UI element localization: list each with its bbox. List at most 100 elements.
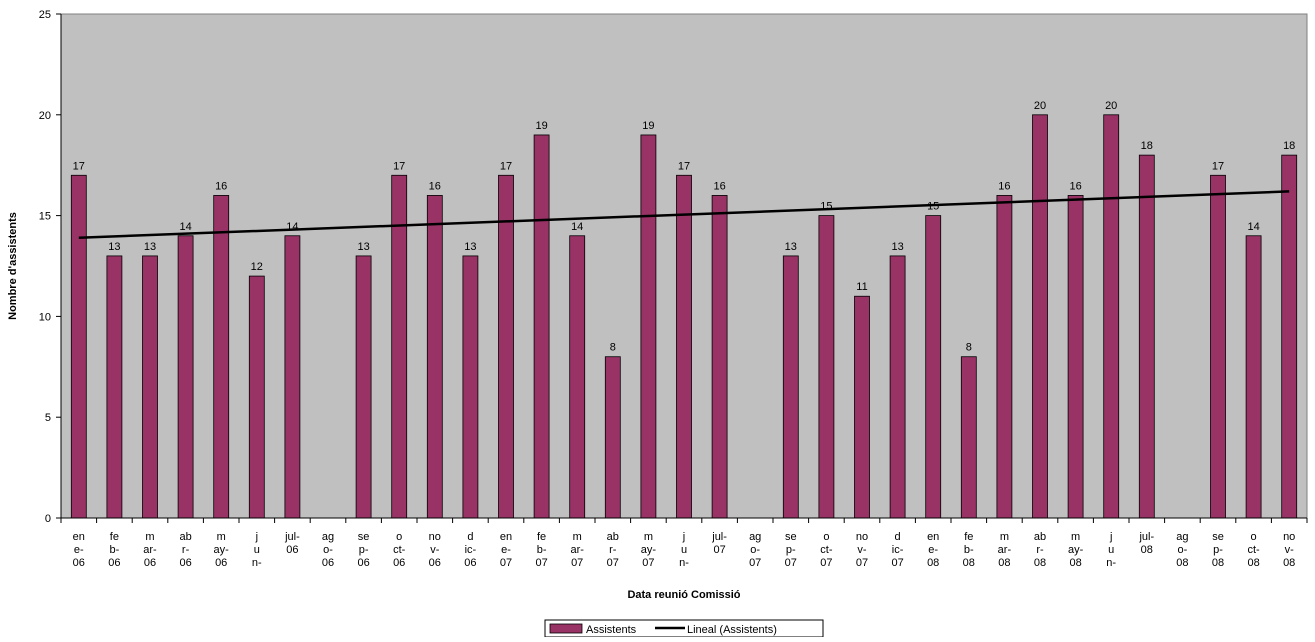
x-category-label: jul-08 [1138,531,1154,556]
bar [782,255,799,519]
data-label: 13 [785,241,797,253]
bar [889,255,906,519]
data-label: 13 [357,241,369,253]
x-category-label: fe b-06 [108,531,120,569]
data-label: 17 [678,160,690,172]
bar [854,295,870,519]
bar [142,255,158,519]
data-label: 18 [1283,140,1295,152]
bar [604,356,621,519]
x-category-label: m ay-08 [1068,531,1084,569]
x-category-label: j u n- [252,531,262,569]
data-label: 17 [1212,160,1224,172]
x-category-label: jul-06 [284,531,300,556]
x-category-label: m ar-06 [143,531,157,569]
data-label: 20 [1034,100,1046,112]
x-category-label: d ic-06 [464,531,476,569]
bar [355,255,372,519]
data-label: 16 [429,180,441,192]
bar [533,134,550,519]
x-category-label: en e-06 [73,531,85,569]
x-category-label: en e-08 [927,531,939,569]
bar [248,275,265,519]
data-label: 17 [500,160,512,172]
x-category-label: no v-07 [856,531,868,569]
bar [996,195,1013,519]
legend-swatch-assistents [549,623,583,634]
x-category-label: en e-07 [500,531,512,569]
bar [213,195,230,519]
trendline-layer [78,190,1290,240]
x-category-label: ab r-08 [1034,531,1046,569]
bar [1103,114,1120,519]
bar [676,174,692,519]
y-tick-label: 0 [45,513,51,525]
data-label: 14 [1247,221,1259,233]
y-tick-label: 15 [39,211,51,223]
data-label: 14 [571,221,583,233]
y-tick-label: 5 [45,412,51,424]
x-category-label: m ay-07 [641,531,657,569]
x-category-labels: en e-06 fe b-06 m ar-06 ab r-06 m ay-06 j u n-jul-06… [73,531,1296,569]
data-label: 16 [998,180,1010,192]
x-category-label: ag o-08 [1176,531,1188,569]
x-category-label: o ct-07 [820,531,833,569]
data-label: 20 [1105,100,1117,112]
x-category-label: j u n- [679,531,689,569]
x-category-label: jul-07 [711,531,727,556]
x-category-label: fe b-08 [963,531,975,569]
data-label: 8 [966,342,972,354]
x-category-label: fe b-07 [535,531,547,569]
bar [1067,195,1084,519]
bar [1032,114,1048,519]
bar [70,174,87,519]
bars-layer [70,114,1298,519]
bar [960,356,977,519]
legend-label-trend: Lineal (Assistents) [687,624,777,636]
x-category-label: j u n- [1106,531,1116,569]
data-label: 12 [251,261,263,273]
data-label: 16 [215,180,227,192]
x-axis-title: Data reunió Comissió [627,589,740,601]
data-label: 14 [179,221,191,233]
x-category-label: ag o-07 [749,531,761,569]
data-label: 19 [535,120,547,132]
x-category-label: o ct-06 [393,531,406,569]
x-category-label: se p-06 [357,531,369,569]
y-tick-label: 20 [39,110,51,122]
x-category-label: se p-08 [1212,531,1224,569]
data-label: 13 [144,241,156,253]
data-label: 17 [73,160,85,172]
data-label: 16 [713,180,725,192]
x-category-label: no v-08 [1283,531,1295,569]
data-label: 13 [108,241,120,253]
data-label: 15 [927,201,939,213]
y-tick-label: 10 [39,311,51,323]
x-category-label: no v-06 [429,531,441,569]
legend-label-assistents: Assistents [586,624,637,636]
y-tick-labels: 0 5 10 15 20 25 [39,9,51,525]
x-category-label: se p-07 [785,531,797,569]
bar [569,235,586,519]
x-category-label: ab r-06 [179,531,191,569]
trendline [78,190,1290,240]
data-label: 13 [891,241,903,253]
bar [426,195,443,519]
bar [1281,154,1298,519]
x-category-label: m ar-07 [570,531,584,569]
bar [925,215,942,519]
data-label: 11 [856,281,867,293]
data-label: 8 [610,342,616,354]
bar [1210,174,1226,519]
y-tick-label: 25 [39,9,51,21]
x-category-label: o ct-08 [1247,531,1260,569]
data-label: 13 [464,241,476,253]
bar [1138,154,1155,519]
x-category-label: m ar-08 [998,531,1012,569]
data-label: 17 [393,160,405,172]
bar [1245,235,1262,519]
x-category-label: d ic-07 [891,531,903,569]
bar [711,195,728,519]
